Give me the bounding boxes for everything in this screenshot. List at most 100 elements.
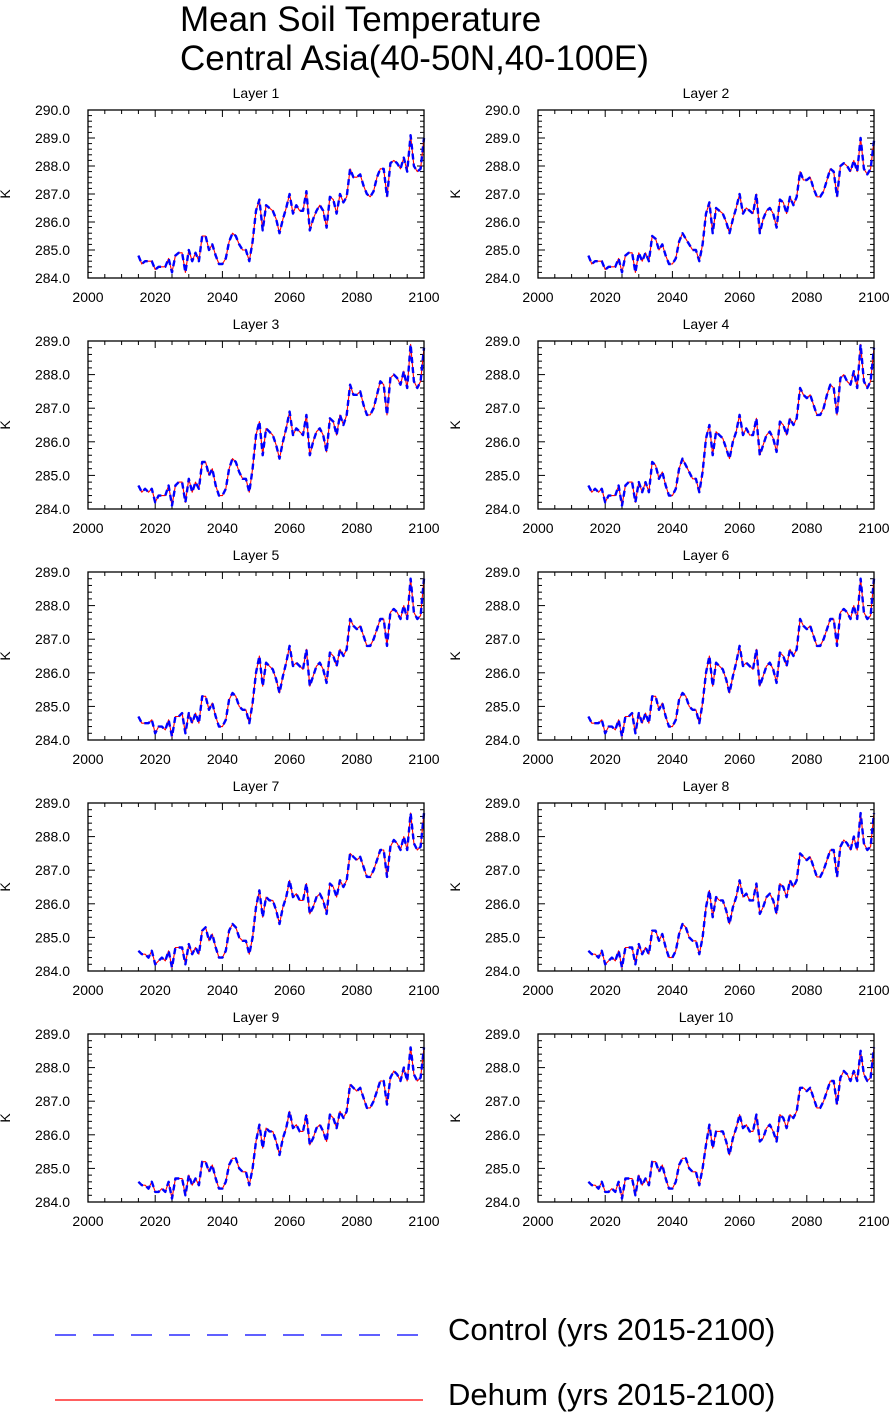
series-line-control xyxy=(587,343,876,507)
x-tick-label: 2020 xyxy=(590,982,621,998)
x-tick-label: 2080 xyxy=(341,289,372,305)
y-tick-label: 288.0 xyxy=(485,598,520,614)
x-tick-label: 2080 xyxy=(791,751,822,767)
y-tick-label: 290.0 xyxy=(485,102,520,118)
x-tick-label: 2080 xyxy=(341,982,372,998)
panel-10: Layer 10 K 2000 2020 2040 2060 2080 2100 284.0 28… xyxy=(447,1009,890,1229)
x-tick-label: 2020 xyxy=(140,982,171,998)
y-tick-label: 284.0 xyxy=(35,963,70,979)
y-tick-label: 286.0 xyxy=(35,434,70,450)
series-line-control xyxy=(587,577,876,738)
x-tick-label: 2020 xyxy=(140,289,171,305)
x-tick-label: 2100 xyxy=(858,982,889,998)
series-line-dehum xyxy=(138,812,425,969)
x-tick-label: 2020 xyxy=(590,751,621,767)
y-tick-label: 288.0 xyxy=(485,1060,520,1076)
plot-frame xyxy=(537,802,875,972)
x-tick-label: 2060 xyxy=(724,520,755,536)
chart-title-line-2: Central Asia(40-50N,40-100E) xyxy=(180,39,649,78)
chart-panels: Layer 1 K 2000 2020 2040 2060 2080 2100 284.0 285… xyxy=(0,85,890,1229)
y-tick-label: 285.0 xyxy=(35,467,70,483)
plot-frame xyxy=(537,571,875,741)
y-tick-label: 288.0 xyxy=(485,367,520,383)
y-axis-label: K xyxy=(447,1113,463,1123)
x-tick-label: 2000 xyxy=(72,1213,103,1229)
x-tick-label: 2020 xyxy=(140,1213,171,1229)
x-tick-label: 2000 xyxy=(522,751,553,767)
x-tick-label: 2080 xyxy=(791,520,822,536)
x-tick-label: 2080 xyxy=(341,751,372,767)
x-tick-label: 2080 xyxy=(791,1213,822,1229)
panel-2: Layer 2 K 2000 2020 2040 2060 2080 2100 284.0 285… xyxy=(447,85,890,305)
x-tick-label: 2040 xyxy=(207,982,238,998)
y-tick-label: 288.0 xyxy=(35,367,70,383)
x-tick-label: 2100 xyxy=(408,520,439,536)
series-line-control xyxy=(587,1047,876,1200)
series-line-control xyxy=(137,577,426,738)
y-tick-label: 289.0 xyxy=(485,333,520,349)
x-tick-label: 2000 xyxy=(522,1213,553,1229)
y-axis-label: K xyxy=(447,189,463,199)
series-line-dehum xyxy=(137,343,425,507)
x-tick-label: 2060 xyxy=(724,1213,755,1229)
y-tick-label: 284.0 xyxy=(35,501,70,517)
x-tick-label: 2040 xyxy=(657,289,688,305)
y-tick-label: 289.0 xyxy=(485,130,520,146)
y-tick-label: 288.0 xyxy=(35,598,70,614)
plot-frame xyxy=(87,571,425,741)
x-tick-label: 2000 xyxy=(72,289,103,305)
y-tick-label: 284.0 xyxy=(485,963,520,979)
y-tick-label: 289.0 xyxy=(485,564,520,580)
x-tick-label: 2040 xyxy=(207,289,238,305)
y-tick-label: 285.0 xyxy=(35,929,70,945)
y-tick-label: 289.0 xyxy=(485,795,520,811)
y-axis-label: K xyxy=(0,651,13,661)
y-axis-label: K xyxy=(0,420,13,430)
x-tick-label: 2000 xyxy=(72,982,103,998)
x-tick-label: 2000 xyxy=(522,289,553,305)
panel-9: Layer 9 K 2000 2020 2040 2060 2080 2100 284.0 285… xyxy=(0,1009,440,1229)
panel-1: Layer 1 K 2000 2020 2040 2060 2080 2100 284.0 285… xyxy=(0,85,440,305)
y-tick-label: 289.0 xyxy=(35,795,70,811)
y-tick-label: 286.0 xyxy=(485,434,520,450)
x-tick-label: 2000 xyxy=(72,751,103,767)
series-line-control xyxy=(137,811,426,969)
x-tick-label: 2020 xyxy=(590,1213,621,1229)
y-tick-label: 288.0 xyxy=(485,158,520,174)
y-tick-label: 286.0 xyxy=(485,665,520,681)
x-tick-label: 2100 xyxy=(408,1213,439,1229)
x-tick-label: 2060 xyxy=(724,289,755,305)
series-line-control xyxy=(137,343,426,507)
x-tick-label: 2060 xyxy=(274,1213,305,1229)
y-tick-label: 289.0 xyxy=(35,564,70,580)
x-tick-label: 2060 xyxy=(274,520,305,536)
y-tick-label: 285.0 xyxy=(485,1160,520,1176)
x-tick-label: 2100 xyxy=(858,289,889,305)
series-line-dehum xyxy=(137,134,425,273)
panel-title: Layer 7 xyxy=(233,778,280,794)
panel-title: Layer 1 xyxy=(233,85,280,101)
x-tick-label: 2060 xyxy=(274,751,305,767)
plot-frame xyxy=(87,1033,425,1203)
series-line-dehum xyxy=(588,1047,875,1200)
y-tick-label: 290.0 xyxy=(35,102,70,118)
panel-3: Layer 3 K 2000 2020 2040 2060 2080 2100 284.0 285… xyxy=(0,316,440,536)
y-tick-label: 288.0 xyxy=(35,829,70,845)
y-tick-label: 288.0 xyxy=(35,1060,70,1076)
x-tick-label: 2100 xyxy=(408,289,439,305)
y-tick-label: 287.0 xyxy=(485,631,520,647)
series-line-control xyxy=(587,811,876,969)
panel-title: Layer 2 xyxy=(683,85,730,101)
panel-title: Layer 8 xyxy=(683,778,730,794)
y-axis-label: K xyxy=(0,882,13,892)
y-tick-label: 285.0 xyxy=(485,929,520,945)
chart-title: Mean Soil Temperature Central Asia(40-50… xyxy=(180,0,649,78)
plot-frame xyxy=(537,340,875,510)
y-axis-label: K xyxy=(0,189,13,199)
chart-title-line-1: Mean Soil Temperature xyxy=(180,0,542,39)
panel-8: Layer 8 K 2000 2020 2040 2060 2080 2100 284.0 285… xyxy=(447,778,890,998)
series-line-dehum xyxy=(587,137,875,273)
series-line-dehum xyxy=(587,343,875,507)
y-tick-label: 288.0 xyxy=(35,158,70,174)
y-tick-label: 289.0 xyxy=(35,130,70,146)
